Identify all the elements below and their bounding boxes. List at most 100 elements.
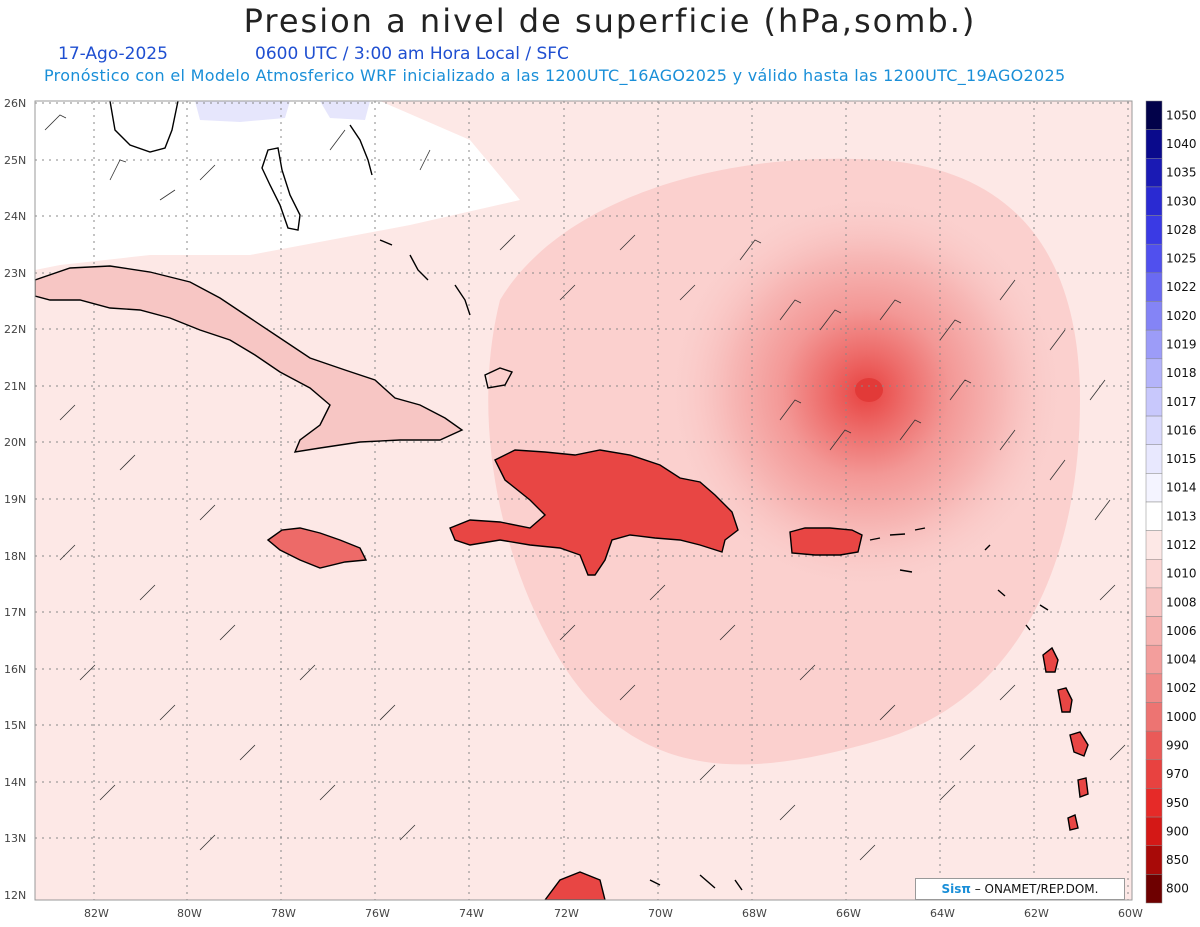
colorbar-label: 1014 (1166, 481, 1197, 495)
colorbar-swatch (1145, 473, 1163, 503)
colorbar-label: 1013 (1166, 509, 1197, 523)
land-puerto-rico (789, 527, 863, 556)
colorbar-label: 970 (1166, 767, 1189, 781)
colorbar-label: 1030 (1166, 194, 1197, 208)
colorbar-swatch (1145, 730, 1163, 761)
lat-label: 25N (4, 154, 26, 167)
colorbar-swatch (1145, 329, 1163, 360)
colorbar-swatch (1145, 243, 1163, 274)
land-guadeloupe (1042, 646, 1059, 673)
colorbar-swatch (1145, 358, 1163, 388)
high-pressure-zone-light (195, 101, 290, 122)
land-andros (261, 147, 301, 231)
colorbar-label: 990 (1166, 738, 1189, 752)
colorbar-label: 1006 (1166, 624, 1197, 638)
lon-label: 82W (84, 907, 109, 920)
land-aruba-curacao (649, 874, 743, 891)
colorbar-swatch (1145, 616, 1163, 646)
lon-label: 64W (930, 907, 955, 920)
colorbar-label: 1017 (1166, 395, 1197, 409)
colorbar-swatch (1145, 759, 1163, 789)
land-jamaica (266, 527, 368, 569)
colorbar: 1050 1040 1035 1030 1028 1025 1022 1020 1019 1018… (1145, 100, 1197, 904)
land-st-vincent (1067, 814, 1079, 831)
credit-text: – ONAMET/REP.DOM. (970, 882, 1099, 896)
colorbar-label: 1010 (1166, 567, 1197, 581)
lat-label: 23N (4, 267, 26, 280)
colorbar-swatch (1145, 186, 1163, 216)
land-eleuthera (349, 124, 373, 176)
high-pressure-zone (35, 101, 520, 270)
map-title: Presion a nivel de superficie (hPa,somb.… (243, 2, 977, 40)
colorbar-label: 1012 (1166, 538, 1197, 552)
land-martinique (1069, 731, 1089, 757)
land-dominica (1057, 687, 1073, 713)
land-south-america (544, 871, 606, 900)
colorbar-swatch (1145, 387, 1163, 417)
lon-label: 62W (1024, 907, 1049, 920)
colorbar-label: 1018 (1166, 366, 1197, 380)
colorbar-label: 1000 (1166, 710, 1197, 724)
credit-brand: Sisπ (941, 882, 971, 896)
colorbar-swatch (1145, 129, 1163, 159)
colorbar-label: 1028 (1166, 223, 1197, 237)
high-pressure-zone-light-2 (320, 101, 370, 120)
lon-label: 78W (271, 907, 296, 920)
colorbar-label: 1016 (1166, 423, 1197, 437)
colorbar-swatch (1145, 301, 1163, 331)
cyclone-center (855, 378, 883, 402)
colorbar-swatch (1145, 644, 1163, 675)
land-st-lucia (1077, 777, 1089, 798)
lat-label: 17N (4, 606, 26, 619)
colorbar-label: 950 (1166, 796, 1189, 810)
colorbar-swatch (1145, 501, 1163, 531)
colorbar-label: 1004 (1166, 653, 1197, 667)
land-small-islands (379, 239, 514, 389)
colorbar-swatch (1145, 100, 1163, 130)
lon-label: 70W (648, 907, 673, 920)
colorbar-swatch (1145, 816, 1163, 846)
colorbar-swatch (1145, 530, 1163, 560)
lon-label: 68W (742, 907, 767, 920)
lat-label: 20N (4, 436, 26, 449)
colorbar-label: 1008 (1166, 595, 1197, 609)
wind-barbs (44, 114, 1126, 861)
land-hispaniola (449, 449, 739, 576)
colorbar-label: 800 (1166, 882, 1189, 896)
colorbar-label: 850 (1166, 853, 1189, 867)
colorbar-swatch (1145, 444, 1163, 474)
colorbar-label: 1020 (1166, 309, 1197, 323)
lon-label: 60W (1118, 907, 1143, 920)
colorbar-swatch (1145, 158, 1163, 188)
longitude-axis: 82W 80W 78W 76W 74W 72W 70W 68W 66W 64W … (84, 907, 1143, 920)
colorbar-swatch (1145, 215, 1163, 245)
colorbar-label: 1025 (1166, 252, 1197, 266)
credit-box: Sisπ – ONAMET/REP.DOM. (915, 878, 1125, 900)
land-virgin-islands (869, 527, 1049, 631)
colorbar-label: 1022 (1166, 280, 1197, 294)
lat-label: 13N (4, 832, 26, 845)
lat-label: 21N (4, 380, 26, 393)
colorbar-label: 1015 (1166, 452, 1197, 466)
colorbar-swatch (1145, 673, 1163, 703)
lat-label: 14N (4, 776, 26, 789)
lon-label: 76W (365, 907, 390, 920)
lat-label: 18N (4, 550, 26, 563)
lat-label: 15N (4, 719, 26, 732)
colorbar-swatch (1145, 788, 1163, 818)
coastlines (35, 101, 1089, 900)
colorbar-swatch (1145, 874, 1163, 904)
forecast-info: Pronóstico con el Modelo Atmosferico WRF… (44, 66, 1066, 85)
plot-frame (34, 100, 1133, 901)
lat-label: 12N (4, 889, 26, 902)
colorbar-label: 1050 (1166, 108, 1197, 122)
colorbar-swatch (1145, 559, 1163, 589)
colorbar-label: 1019 (1166, 337, 1197, 351)
latitude-axis: 26N 25N 24N 23N 22N 21N 20N 19N 18N 17N … (4, 97, 26, 902)
lon-label: 80W (177, 907, 202, 920)
land-long-island (409, 254, 429, 281)
land-cuba (35, 265, 464, 453)
colorbar-swatch (1145, 587, 1163, 617)
colorbar-swatch (1145, 845, 1163, 875)
